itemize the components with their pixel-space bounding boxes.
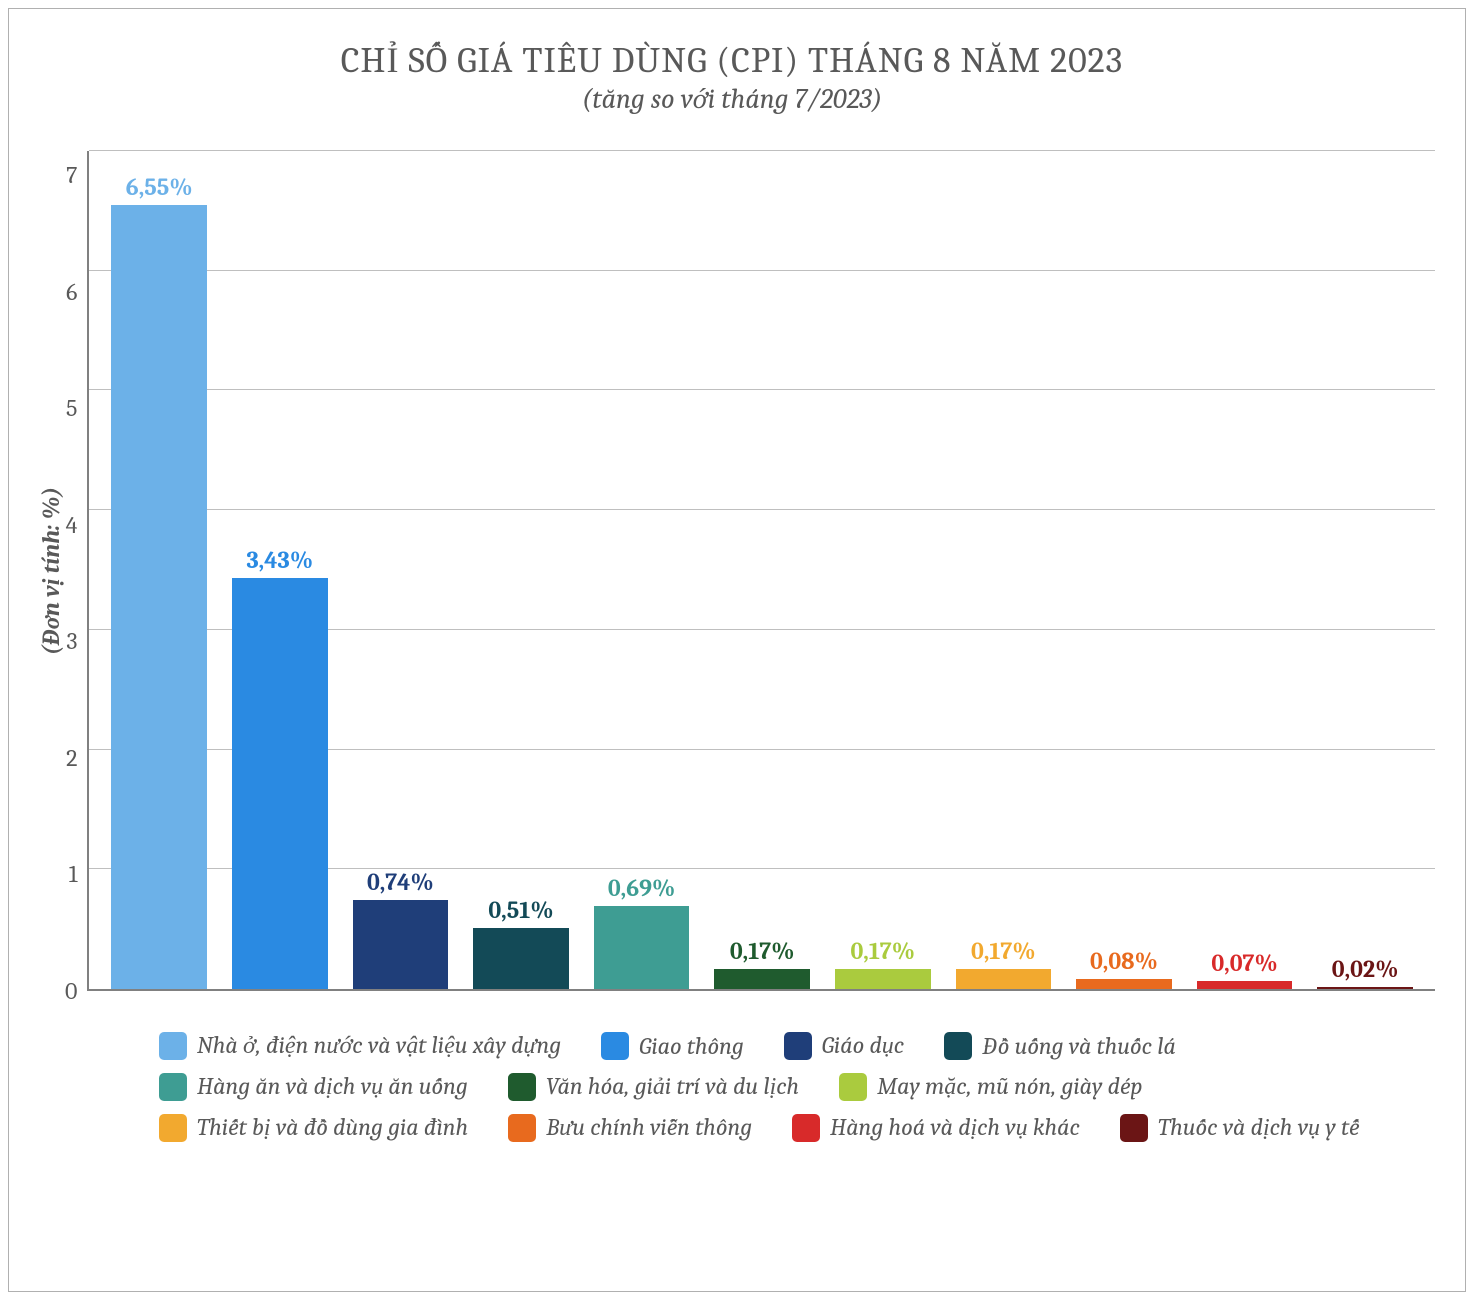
legend-swatch: [601, 1032, 629, 1060]
bar-col: 3,43%: [232, 151, 328, 989]
legend-label: Đồ uống và thuốc lá: [982, 1032, 1176, 1060]
legend-label: Nhà ở, điện nước và vật liệu xây dựng: [197, 1031, 561, 1060]
legend-swatch: [944, 1032, 972, 1060]
legend-item: Thuốc và dịch vụ y tế: [1120, 1113, 1359, 1142]
y-tick: 6: [66, 280, 77, 304]
bar: [353, 900, 449, 989]
legend-label: Giáo dục: [822, 1031, 905, 1060]
legend-item: Thiết bị và đồ dùng gia đình: [159, 1113, 468, 1142]
legend: Nhà ở, điện nước và vật liệu xây dựng Gia…: [29, 1031, 1435, 1142]
legend-label: Hàng hoá và dịch vụ khác: [830, 1113, 1080, 1142]
bar-col: 0,51%: [473, 151, 569, 989]
bar-col: 0,17%: [714, 151, 810, 989]
legend-item: Đồ uống và thuốc lá: [944, 1031, 1176, 1060]
legend-swatch: [159, 1073, 187, 1101]
bar-value-label: 0,08%: [1090, 947, 1158, 975]
plot-wrapper: (Đơn vị tính: %) 76543210 6,55%3,43%0,74…: [29, 151, 1435, 991]
title-block: CHỈ SỐ GIÁ TIÊU DÙNG (CPI) THÁNG 8 NĂM 2…: [29, 39, 1435, 116]
bar-col: 0,17%: [956, 151, 1052, 989]
bar-value-label: 0,69%: [608, 874, 676, 902]
legend-swatch: [159, 1114, 187, 1142]
bar-col: 0,69%: [594, 151, 690, 989]
y-tick: 2: [66, 746, 77, 770]
legend-swatch: [1120, 1114, 1148, 1142]
bar: [835, 969, 931, 989]
legend-swatch: [508, 1073, 536, 1101]
bar: [1317, 987, 1413, 989]
legend-item: Giao thông: [601, 1031, 744, 1060]
bar: [111, 205, 207, 989]
legend-label: Thiết bị và đồ dùng gia đình: [197, 1113, 468, 1142]
legend-swatch: [839, 1073, 867, 1101]
bars-row: 6,55% 3,43% 0,74% 0,51% 0,69% 0,17% 0,17% 0,17%…: [89, 151, 1435, 989]
legend-label: Giao thông: [639, 1032, 744, 1060]
legend-swatch: [784, 1032, 812, 1060]
bar-col: 6,55%: [111, 151, 207, 989]
bar-value-label: 0,07%: [1211, 949, 1277, 977]
bar-col: 0,17%: [835, 151, 931, 989]
bar: [473, 928, 569, 989]
legend-item: May mặc, mũ nón, giày dép: [839, 1072, 1142, 1101]
bar-value-label: 6,55%: [126, 173, 193, 201]
bar: [1076, 979, 1172, 989]
legend-item: Nhà ở, điện nước và vật liệu xây dựng: [159, 1031, 561, 1060]
legend-item: Hàng hoá và dịch vụ khác: [792, 1113, 1080, 1142]
legend-item: Bưu chính viễn thông: [508, 1113, 752, 1142]
legend-label: Bưu chính viễn thông: [546, 1113, 752, 1142]
legend-item: Giáo dục: [784, 1031, 905, 1060]
y-tick: 7: [66, 163, 77, 187]
bar-value-label: 0,74%: [367, 868, 434, 896]
bar-value-label: 0,02%: [1332, 955, 1399, 983]
y-axis-ticks: 76543210: [65, 151, 87, 991]
bar-value-label: 0,51%: [488, 896, 553, 924]
bar: [714, 969, 810, 989]
bar-col: 0,02%: [1317, 151, 1413, 989]
legend-item: Văn hóa, giải trí và du lịch: [508, 1072, 799, 1101]
y-axis-label: (Đơn vị tính: %): [29, 151, 65, 991]
bar: [1197, 981, 1293, 989]
bar: [594, 906, 690, 989]
legend-label: May mặc, mũ nón, giày dép: [877, 1072, 1142, 1101]
bar-value-label: 0,17%: [850, 937, 915, 965]
bar-value-label: 0,17%: [971, 937, 1036, 965]
chart-container: CHỈ SỐ GIÁ TIÊU DÙNG (CPI) THÁNG 8 NĂM 2…: [8, 8, 1466, 1292]
bar: [956, 969, 1052, 989]
legend-label: Văn hóa, giải trí và du lịch: [546, 1072, 799, 1101]
y-tick: 0: [65, 979, 77, 1003]
chart-subtitle: (tăng so với tháng 7/2023): [29, 83, 1435, 116]
y-tick: 1: [69, 862, 78, 886]
y-tick: 4: [66, 513, 78, 537]
bar-col: 0,08%: [1076, 151, 1172, 989]
bar-value-label: 3,43%: [246, 546, 313, 574]
legend-swatch: [508, 1114, 536, 1142]
bar-col: 0,07%: [1197, 151, 1293, 989]
legend-swatch: [159, 1032, 187, 1060]
legend-item: Hàng ăn và dịch vụ ăn uống: [159, 1072, 468, 1101]
legend-swatch: [792, 1114, 820, 1142]
bar: [232, 578, 328, 989]
bar-col: 0,74%: [353, 151, 449, 989]
y-tick: 5: [66, 396, 77, 420]
bar-value-label: 0,17%: [730, 937, 795, 965]
y-tick: 3: [66, 629, 77, 653]
legend-label: Thuốc và dịch vụ y tế: [1158, 1113, 1359, 1142]
legend-label: Hàng ăn và dịch vụ ăn uống: [197, 1072, 468, 1101]
chart-title: CHỈ SỐ GIÁ TIÊU DÙNG (CPI) THÁNG 8 NĂM 2…: [29, 39, 1435, 81]
plot-area: 6,55% 3,43% 0,74% 0,51% 0,69% 0,17% 0,17% 0,17%…: [87, 151, 1435, 991]
